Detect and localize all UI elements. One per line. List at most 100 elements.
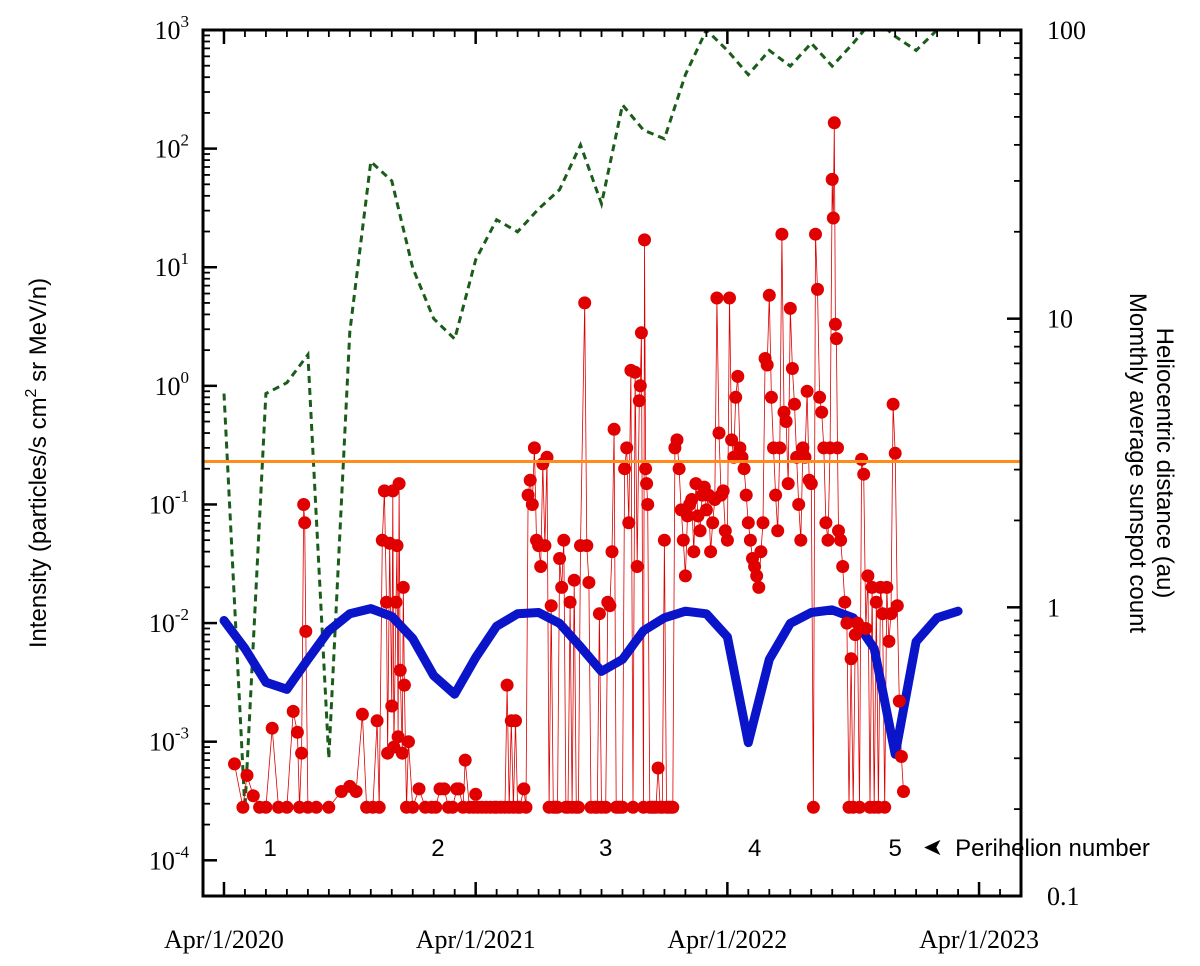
intensity-point xyxy=(859,622,873,635)
intensity-point xyxy=(725,433,739,447)
perihelion-number: 5 xyxy=(888,835,901,862)
intensity-point xyxy=(741,516,755,530)
intensity-point xyxy=(240,768,254,782)
intensity-point xyxy=(630,560,644,573)
left-axis-title-sup: 2 xyxy=(23,388,40,397)
intensity-point xyxy=(779,415,793,428)
left-tick-label: 101 xyxy=(155,249,190,282)
intensity-point xyxy=(737,462,751,476)
left-tick-base: 10 xyxy=(155,372,181,401)
intensity-point xyxy=(286,704,300,718)
intensity-point xyxy=(395,746,409,760)
intensity-point xyxy=(754,545,768,559)
left-tick-exponent: 3 xyxy=(181,12,190,31)
intensity-point xyxy=(397,678,411,692)
intensity-point xyxy=(750,569,764,583)
intensity-point xyxy=(813,390,827,404)
intensity-point xyxy=(752,580,766,594)
sunspot-series-line xyxy=(222,30,939,810)
intensity-point xyxy=(571,800,585,814)
intensity-point xyxy=(458,753,472,767)
left-tick-exponent: 0 xyxy=(181,368,190,387)
left-tick-label: 100 xyxy=(155,368,190,401)
intensity-point xyxy=(567,573,581,587)
intensity-point xyxy=(236,800,250,814)
intensity-point xyxy=(712,426,726,440)
ticks-layer xyxy=(203,28,1021,898)
intensity-point xyxy=(605,545,619,559)
intensity-point xyxy=(380,595,393,609)
perihelion-arrow-icon: ➤ xyxy=(923,834,943,861)
left-axis-title: Intensity (particles/s cm2 sr MeV/n) xyxy=(23,278,52,648)
intensity-point xyxy=(638,233,651,247)
intensity-point xyxy=(853,800,866,814)
perihelion-number: 1 xyxy=(263,835,276,862)
intensity-point xyxy=(894,750,908,763)
intensity-point xyxy=(829,332,843,346)
intensity-point xyxy=(599,800,613,814)
intensity-point xyxy=(882,634,896,648)
intensity-point xyxy=(890,599,904,613)
intensity-point xyxy=(297,498,311,511)
intensity-point xyxy=(699,503,713,517)
intensity-point xyxy=(809,227,822,241)
left-tick-label: 103 xyxy=(155,12,190,45)
intensity-point xyxy=(869,595,883,609)
intensity-point xyxy=(706,516,720,530)
series-layer xyxy=(203,30,1021,814)
left-tick-label: 10-1 xyxy=(149,486,189,519)
intensity-point xyxy=(580,539,594,553)
intensity-point xyxy=(578,296,592,310)
intensity-point xyxy=(760,358,774,372)
right-tick-label: 1 xyxy=(1047,593,1060,622)
intensity-point xyxy=(888,446,902,460)
intensity-point xyxy=(861,569,875,583)
intensity-point xyxy=(819,516,833,530)
intensity-point xyxy=(834,533,848,547)
intensity-point xyxy=(811,282,824,296)
intensity-point xyxy=(322,800,336,814)
intensity-point xyxy=(831,441,844,455)
intensity-point xyxy=(396,580,410,594)
intensity-point xyxy=(783,301,797,315)
left-tick-exponent: 2 xyxy=(181,131,190,150)
intensity-point xyxy=(290,725,304,739)
intensity-point xyxy=(773,441,787,455)
intensity-point xyxy=(821,533,835,547)
intensity-point xyxy=(616,800,629,814)
intensity-point xyxy=(827,116,841,130)
left-axis-title-part: sr MeV/n) xyxy=(25,278,52,389)
intensity-point xyxy=(557,533,571,547)
intensity-point xyxy=(446,800,460,814)
x-tick-label: Apr/1/2022 xyxy=(667,925,787,954)
perihelion-annotation: Perihelion number xyxy=(955,835,1150,862)
intensity-point xyxy=(720,533,734,547)
intensity-point xyxy=(622,516,636,530)
right-tick-label: 100 xyxy=(1047,16,1086,45)
left-tick-exponent: -1 xyxy=(175,486,189,505)
intensity-point xyxy=(402,735,415,749)
intensity-point xyxy=(509,714,522,728)
intensity-point xyxy=(640,477,654,491)
intensity-point xyxy=(639,462,653,476)
intensity-point xyxy=(704,545,718,559)
intensity-point xyxy=(228,757,241,771)
intensity-point xyxy=(555,580,569,594)
intensity-point xyxy=(641,498,655,511)
intensity-point xyxy=(523,473,537,487)
intensity-point xyxy=(385,699,399,713)
intensity-point xyxy=(771,524,785,538)
intensity-point xyxy=(527,441,541,455)
intensity-point xyxy=(519,800,533,814)
intensity-point xyxy=(788,397,801,411)
intensity-point xyxy=(800,384,814,398)
left-tick-label: 10-2 xyxy=(149,605,189,638)
intensity-point xyxy=(681,509,694,523)
perihelion-number: 4 xyxy=(748,835,761,862)
intensity-point xyxy=(392,477,406,491)
intensity-point xyxy=(716,484,730,498)
intensity-point xyxy=(828,317,842,331)
intensity-point xyxy=(838,595,852,609)
left-tick-base: 10 xyxy=(149,728,175,757)
